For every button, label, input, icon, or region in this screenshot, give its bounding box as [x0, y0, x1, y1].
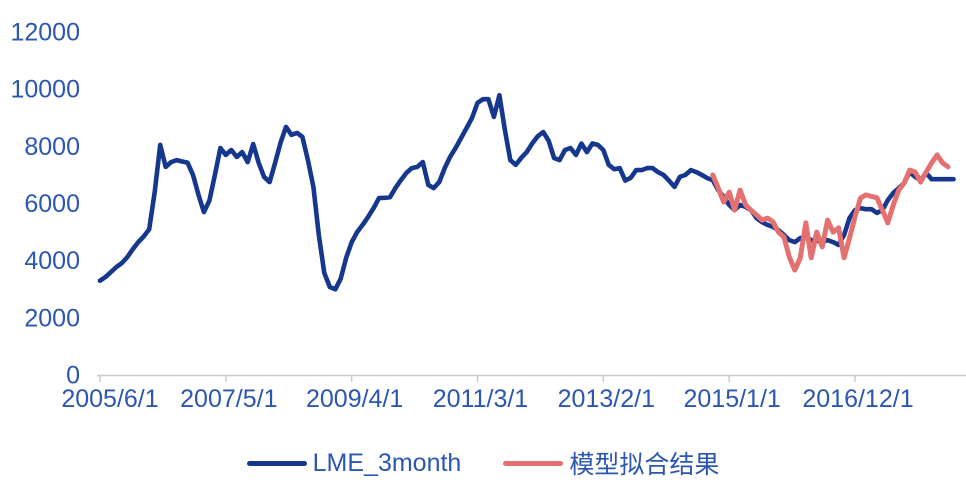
legend-item-model-fit: 模型拟合结果 [503, 445, 719, 481]
x-axis-tick-label: 2011/3/1 [433, 385, 528, 413]
legend-item-lme-3month: LME_3month [246, 448, 462, 478]
x-axis-tick-label: 2016/12/1 [802, 385, 913, 413]
series-line-lme-3month [97, 92, 956, 292]
y-axis-tick-label: 12000 [10, 19, 80, 47]
x-axis-tick-label: 2009/4/1 [306, 385, 403, 413]
legend: LME_3month 模型拟合结果 [0, 447, 966, 479]
legend-label: 模型拟合结果 [569, 451, 720, 479]
legend-label: LME_3month [312, 448, 462, 477]
y-axis-tick-label: 4000 [24, 247, 80, 275]
y-axis-tick-label: 10000 [10, 76, 80, 104]
legend-line-swatch-blue [246, 460, 307, 466]
x-axis-tick-label: 2005/6/1 [61, 385, 158, 413]
series-line-model-fit [710, 152, 951, 273]
y-axis-tick-label: 6000 [24, 190, 80, 218]
legend-line-swatch-red [503, 460, 564, 466]
y-axis-tick-label: 2000 [24, 304, 80, 332]
x-axis-tick-label: 2015/1/1 [684, 385, 781, 413]
y-axis-tick-label: 0 [66, 362, 80, 390]
x-axis-tick-label: 2007/5/1 [180, 385, 277, 413]
x-axis-tick-label: 2013/2/1 [558, 385, 655, 413]
y-axis-tick-label: 8000 [24, 133, 80, 161]
